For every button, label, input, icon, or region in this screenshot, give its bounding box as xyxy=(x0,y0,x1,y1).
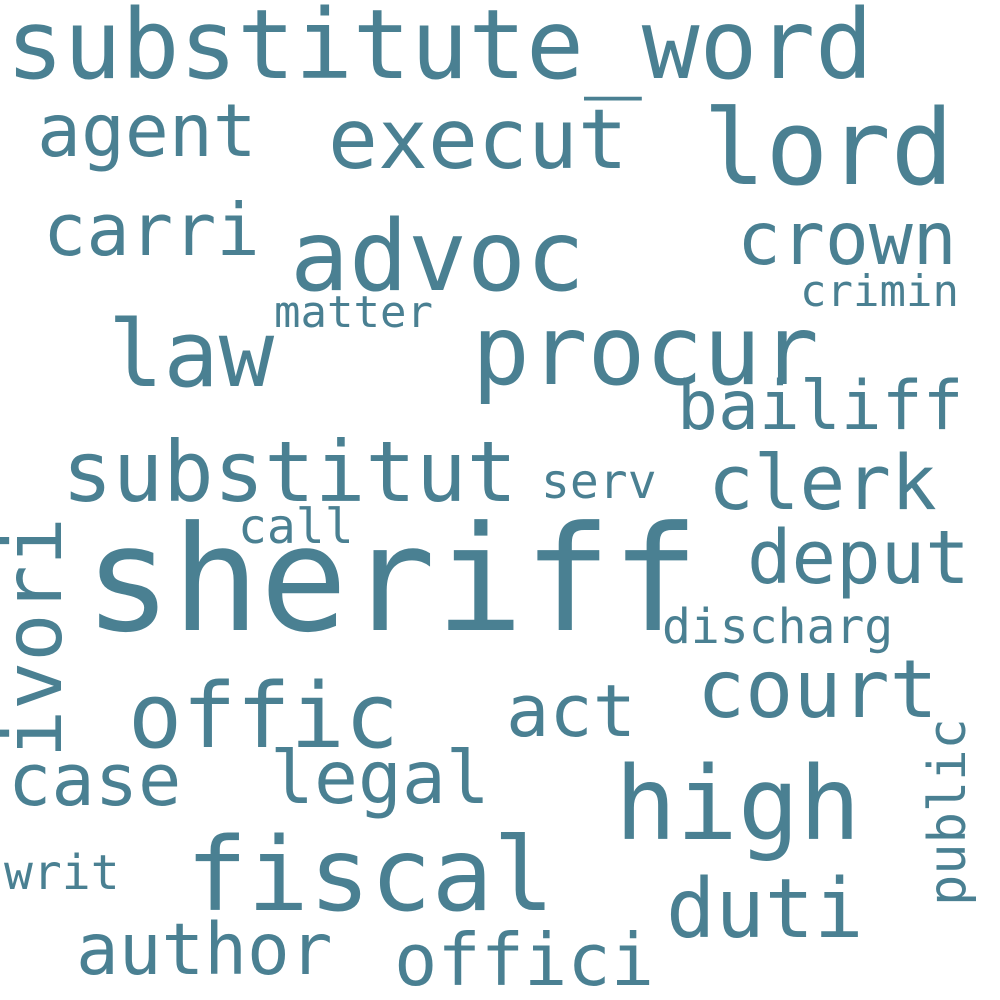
word-bailiff: bailiff xyxy=(677,367,964,446)
word-ivori: ivori xyxy=(0,517,80,758)
word-public: public xyxy=(918,718,978,906)
word-case: case xyxy=(8,738,182,822)
word-act: act xyxy=(506,669,637,753)
word-sheriff: sheriff xyxy=(84,495,700,665)
word-offici: offici xyxy=(394,918,655,1000)
word-legal: legal xyxy=(270,736,490,821)
word-fiscal: fiscal xyxy=(186,816,555,935)
word-duti: duti xyxy=(666,862,864,957)
word-lord: lord xyxy=(703,87,954,209)
word-advoc: advoc xyxy=(290,200,586,314)
word-writ: writ xyxy=(4,845,120,901)
word-law: law xyxy=(108,301,275,408)
word-matter: matter xyxy=(274,287,433,338)
word-court: court xyxy=(697,643,938,736)
word-high: high xyxy=(615,745,861,864)
word-agent: agent xyxy=(37,89,257,174)
word-crimin: crimin xyxy=(800,266,959,317)
word-carri: carri xyxy=(43,188,260,272)
word-serv: serv xyxy=(541,454,657,510)
word-substitut: substitut xyxy=(62,423,518,521)
word-execut: execut xyxy=(328,91,628,188)
word-clerk: clerk xyxy=(708,438,937,527)
word-procur: procur xyxy=(472,295,819,407)
word-offic: offic xyxy=(128,664,399,769)
word-deput: deput xyxy=(747,515,970,601)
word-discharg: discharg xyxy=(662,599,894,655)
word-call: call xyxy=(238,499,354,555)
word-author: author xyxy=(76,908,333,991)
word-substitute-word: substitute_word xyxy=(6,0,873,101)
word-crown: crown xyxy=(737,197,957,282)
